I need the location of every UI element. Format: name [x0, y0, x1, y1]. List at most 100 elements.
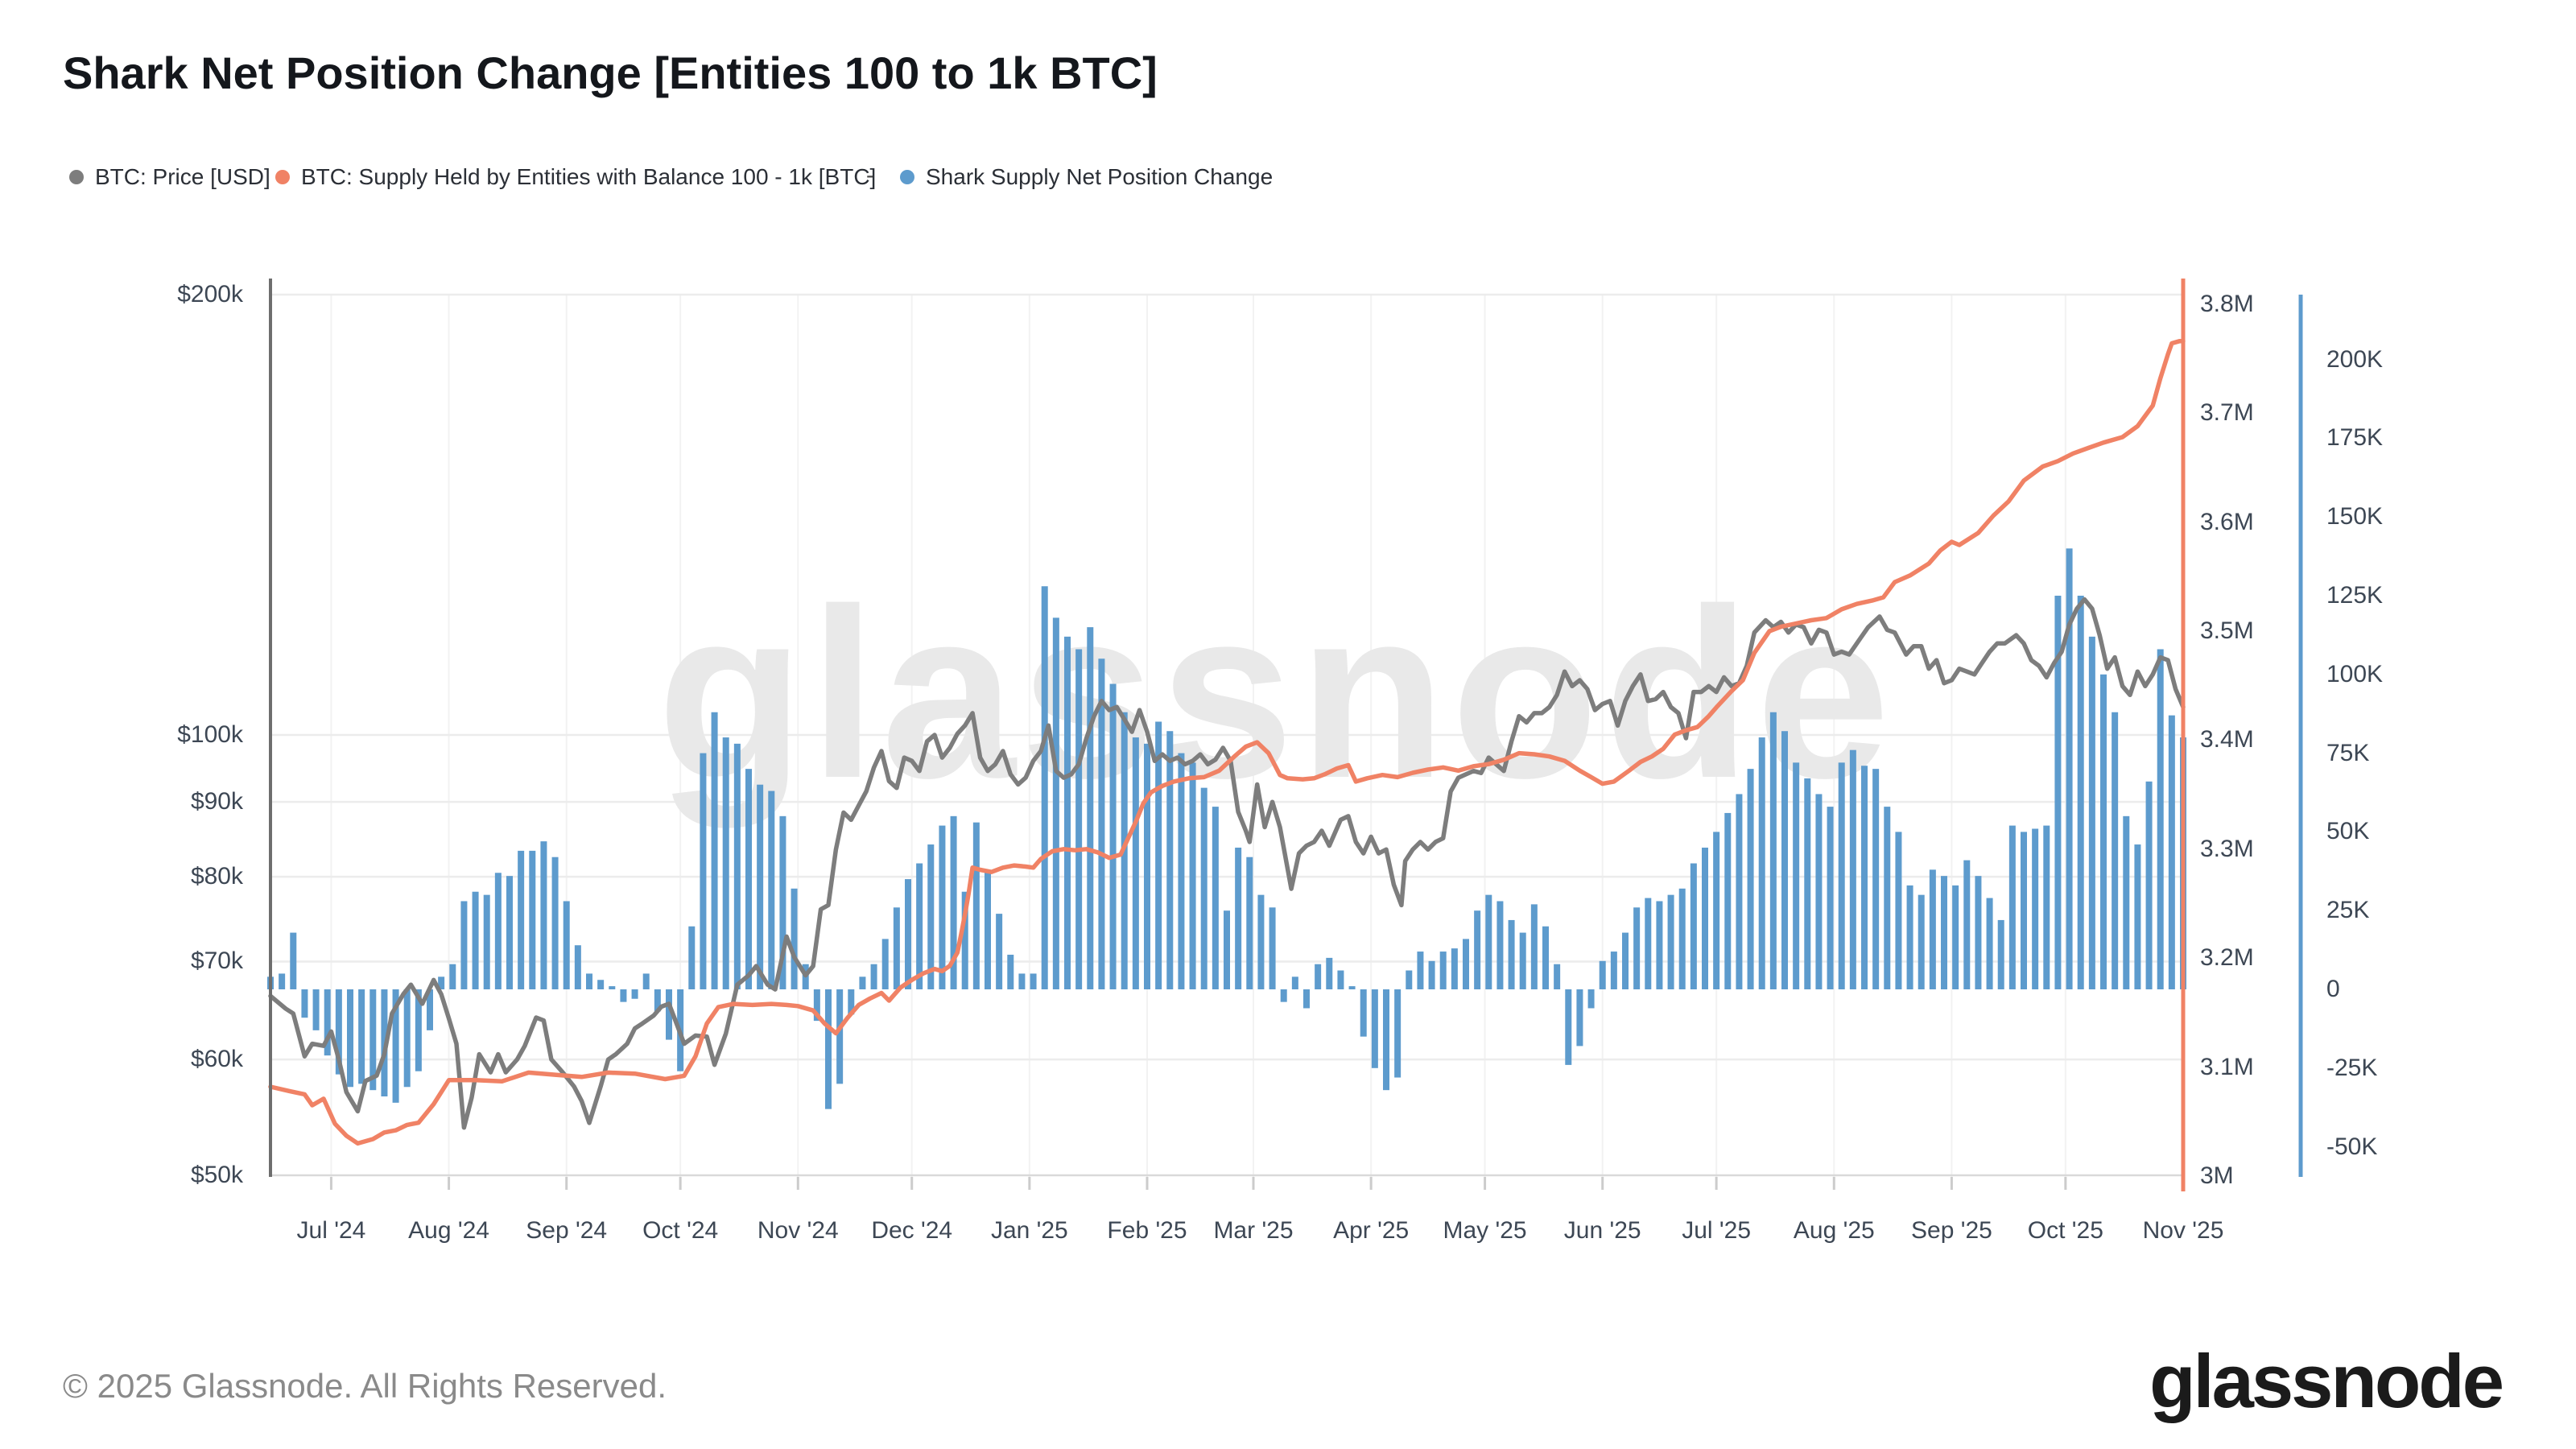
- net-position-bar: [779, 815, 786, 989]
- x-axis-month-label: Jul '24: [296, 1217, 366, 1244]
- net-position-bar: [1576, 989, 1583, 1046]
- price-series-dot-icon: [69, 170, 84, 184]
- net-position-bar: [666, 989, 672, 1040]
- x-axis-month-label: Jan '25: [990, 1217, 1068, 1244]
- legend-item-price[interactable]: BTC: Price [USD]: [69, 161, 270, 193]
- net-position-bar: [1326, 957, 1333, 989]
- net-position-bar: [1348, 986, 1356, 989]
- net-position-bar: [1052, 617, 1059, 989]
- net-position-bar: [1838, 762, 1845, 989]
- net-position-bar: [279, 973, 286, 989]
- net-position-bar: [403, 989, 411, 1088]
- y-axis-net-label: 50K: [2326, 818, 2370, 845]
- net-position-bar: [881, 939, 889, 989]
- net-position-bar: [551, 857, 559, 989]
- x-axis-month-label: Feb '25: [1107, 1217, 1187, 1244]
- net-position-bar: [1360, 989, 1367, 1037]
- net-position-bar: [1041, 586, 1048, 989]
- net-position-bar: [1155, 721, 1162, 989]
- legend-separator: -: [866, 163, 874, 188]
- net-position-bar: [1713, 832, 1720, 989]
- net-position-bar: [358, 989, 365, 1084]
- net-position-bar: [1747, 769, 1754, 989]
- y-axis-price-label: $200k: [177, 281, 243, 308]
- net-position-bar: [1474, 910, 1481, 989]
- net-position-bar: [1406, 970, 1413, 989]
- net-position-bar: [791, 888, 798, 989]
- net-position-bar: [1200, 787, 1208, 989]
- net-position-bar: [1554, 964, 1561, 989]
- net-position-bar: [1986, 898, 1993, 989]
- x-axis-month-label: Aug '25: [1793, 1217, 1875, 1244]
- net-position-bar: [1109, 683, 1117, 989]
- net-position-bar: [745, 769, 752, 989]
- net-position-bar: [1656, 901, 1663, 989]
- net-position-bar: [1064, 636, 1071, 989]
- net-position-series-dot-icon: [900, 170, 914, 184]
- y-axis-net-label: 175K: [2326, 424, 2384, 452]
- net-position-bar: [574, 945, 581, 989]
- net-position-bar: [1929, 869, 1936, 989]
- net-position-bar: [1439, 952, 1447, 989]
- net-position-bar: [1291, 976, 1298, 989]
- y-axis-price-label: $70k: [190, 947, 243, 975]
- net-position-bar: [2043, 825, 2050, 989]
- net-position-bar: [2100, 674, 2107, 989]
- y-axis-supply-label: 3.7M: [2200, 399, 2254, 427]
- y-axis-supply-label: 3.2M: [2200, 944, 2254, 972]
- y-axis-net-label: 125K: [2326, 582, 2384, 609]
- net-position-bar: [733, 743, 741, 989]
- net-position-bar: [1246, 857, 1253, 989]
- net-position-bar: [870, 964, 877, 989]
- net-position-bar: [1906, 885, 1913, 989]
- y-axis-net-label: 75K: [2326, 739, 2370, 766]
- net-position-bar: [529, 850, 536, 989]
- y-axis-supply-label: 3.4M: [2200, 726, 2254, 753]
- net-position-bar: [893, 907, 900, 989]
- net-position-bar: [1269, 907, 1276, 989]
- net-position-bar: [1872, 769, 1880, 989]
- net-position-bar: [1189, 762, 1196, 989]
- net-position-bar: [985, 869, 991, 989]
- net-position-bar: [2112, 712, 2119, 989]
- net-position-bar: [1645, 898, 1652, 989]
- net-position-bar: [757, 784, 764, 989]
- net-position-bar: [1622, 932, 1629, 989]
- net-position-bar: [1075, 649, 1083, 989]
- net-position-bar: [449, 964, 456, 989]
- glassnode-watermark: glassnode: [657, 558, 1895, 830]
- net-position-bar: [848, 989, 855, 1015]
- y-axis-supply-label: 3.3M: [2200, 835, 2254, 862]
- net-position-bar: [642, 973, 650, 989]
- net-position-bar: [996, 914, 1003, 989]
- net-position-bar: [836, 989, 844, 1084]
- net-position-bar: [1428, 960, 1435, 989]
- net-position-bar: [1018, 973, 1026, 989]
- net-position-bar: [1496, 901, 1504, 989]
- copyright-text: © 2025 Glassnode. All Rights Reserved.: [63, 1367, 667, 1405]
- net-position-bar: [1224, 910, 1230, 989]
- net-position-bar: [1918, 894, 1925, 989]
- net-position-bar: [369, 989, 377, 1091]
- net-position-bar: [1007, 954, 1014, 989]
- net-position-bar: [1280, 989, 1287, 1002]
- net-position-bar: [460, 901, 468, 989]
- x-axis-month-label: Jul '25: [1682, 1217, 1752, 1244]
- x-axis-month-label: Apr '25: [1333, 1217, 1410, 1244]
- net-position-bar: [1371, 989, 1378, 1068]
- legend-item-net-position[interactable]: Shark Supply Net Position Change: [900, 161, 1273, 193]
- y-axis-supply-label: 3.6M: [2200, 508, 2254, 535]
- net-position-bar: [1337, 970, 1344, 989]
- y-axis-price-label: $100k: [177, 721, 243, 749]
- legend-item-supply[interactable]: BTC: Supply Held by Entities with Balanc…: [275, 161, 876, 193]
- net-position-bar: [1861, 766, 1868, 989]
- net-position-bar: [438, 976, 445, 989]
- net-position-bar: [1542, 926, 1549, 989]
- net-position-bar: [1849, 749, 1856, 989]
- net-position-bar: [1485, 894, 1492, 989]
- x-axis-month-label: Nov '25: [2142, 1217, 2224, 1244]
- net-position-bar: [1736, 794, 1743, 989]
- net-position-bar: [392, 989, 399, 1103]
- net-position-bar: [1941, 876, 1947, 989]
